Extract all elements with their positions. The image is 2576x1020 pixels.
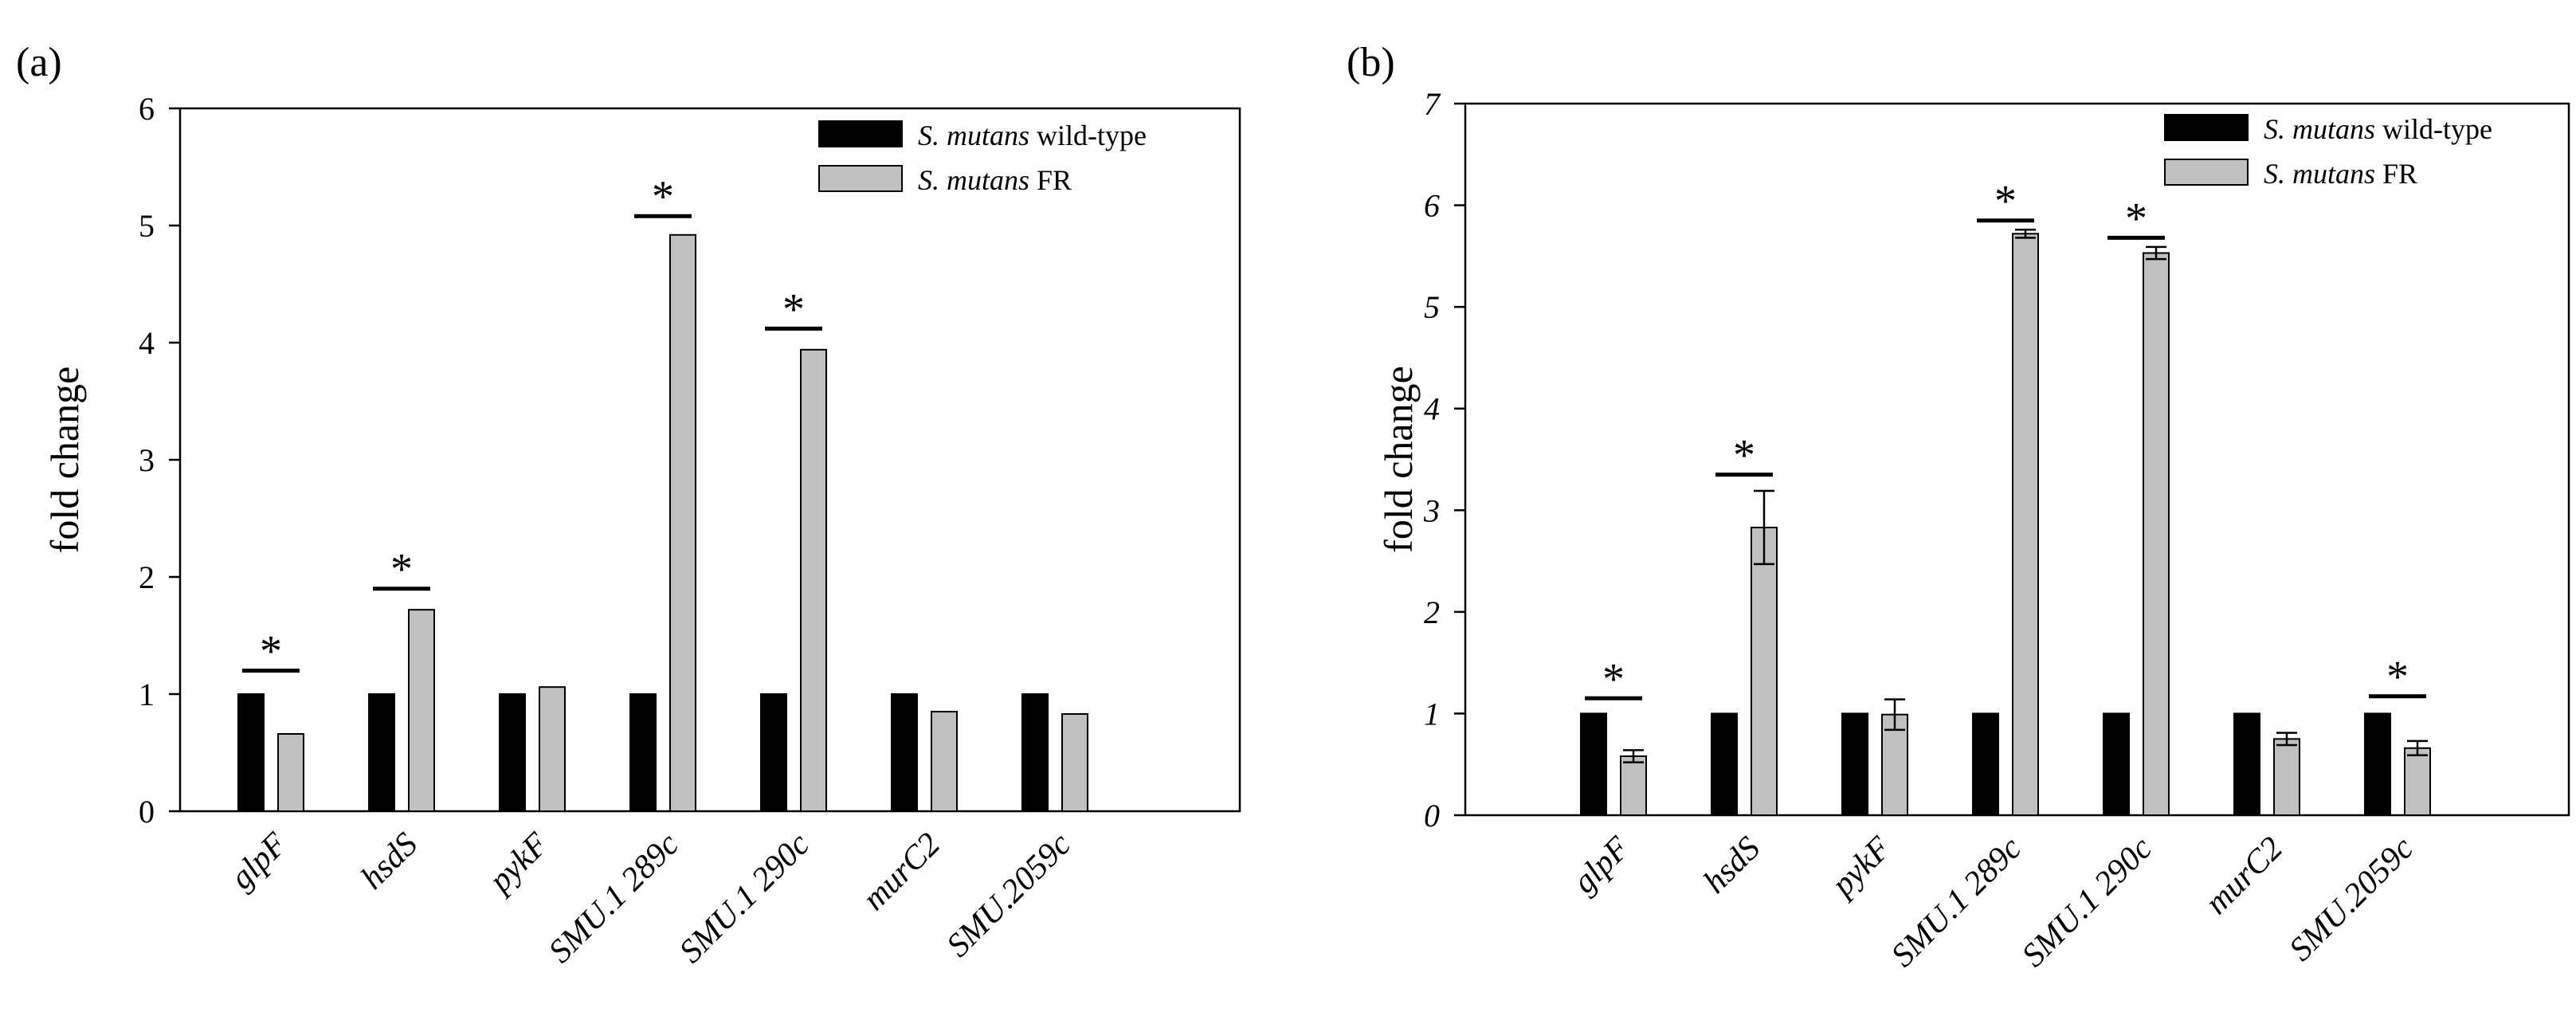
bar-wild-type	[629, 693, 657, 812]
x-tick-label: glpF	[1566, 830, 1637, 900]
bar-wild-type	[2233, 712, 2260, 817]
bar-wild-type	[1580, 712, 1607, 817]
x-tick-label: SMU.1 289c	[542, 826, 686, 970]
bar-wild-type	[1972, 712, 1999, 817]
significance-marker: *	[782, 284, 805, 334]
x-tick-label: hsdS	[1696, 830, 1767, 901]
y-tick-label: 4	[139, 325, 155, 361]
bar-wild-type	[237, 693, 265, 812]
significance-marker: *	[390, 545, 413, 594]
legend-label-fr: S. mutans FR	[918, 164, 1072, 196]
bar-wild-type	[499, 693, 526, 812]
y-tick-label: 0	[139, 794, 155, 830]
significance-marker: *	[1994, 177, 2017, 226]
bar-wild-type	[891, 693, 918, 812]
bar-fr	[1620, 755, 1647, 816]
legend-label-wild-type: S. mutans wild-type	[2264, 113, 2492, 145]
bar-fr	[1751, 526, 1778, 816]
significance-marker: *	[652, 172, 674, 222]
plot-frame	[178, 107, 1241, 813]
y-tick-label: 1	[139, 677, 155, 712]
y-tick-label: 6	[1424, 188, 1440, 224]
bar-wild-type	[760, 693, 787, 812]
y-tick-label: 2	[1424, 594, 1440, 630]
legend-label-wild-type: S. mutans wild-type	[918, 120, 1147, 151]
y-tick-label: 5	[1424, 289, 1440, 325]
y-axis-label: fold change	[1376, 366, 1421, 553]
y-tick-label: 1	[1424, 696, 1440, 732]
x-tick-label: murC2	[2198, 830, 2290, 922]
legend-swatch-fr	[818, 165, 903, 192]
legend-swatch-wild-type	[2164, 114, 2249, 141]
significance-marker: *	[1733, 431, 1755, 481]
legend-label-fr: S. mutans FR	[2264, 158, 2417, 190]
x-tick-label: pykF	[480, 826, 555, 900]
y-tick-label: 7	[1424, 86, 1441, 122]
y-tick-label: 6	[139, 91, 155, 127]
bar-fr	[2273, 738, 2300, 816]
x-tick-label: pykF	[1823, 830, 1898, 904]
panel-label: (b)	[1347, 40, 1395, 85]
y-tick-label: 0	[1424, 798, 1440, 834]
bar-wild-type	[368, 693, 395, 812]
bar-fr	[277, 732, 304, 812]
x-tick-label: glpF	[223, 826, 294, 896]
x-tick-label: murC2	[856, 826, 947, 918]
significance-marker: *	[2125, 194, 2147, 243]
y-axis-label: fold change	[42, 367, 87, 554]
legend-swatch-wild-type	[818, 120, 903, 147]
x-tick-label: SMU.1 289c	[1884, 830, 2029, 974]
bar-wild-type	[1711, 712, 1738, 817]
bar-fr	[2012, 233, 2039, 816]
bar-wild-type	[1841, 712, 1868, 817]
bar-wild-type	[1021, 693, 1049, 812]
significance-marker: *	[1602, 654, 1625, 704]
x-tick-label: hsdS	[354, 826, 425, 897]
y-tick-label: 3	[1423, 492, 1440, 528]
x-tick-label: SMU.1 290c	[2015, 830, 2159, 974]
bar-wild-type	[2364, 712, 2391, 817]
x-tick-label: SMU.2059c	[939, 826, 1078, 964]
y-tick-label: 2	[139, 559, 155, 595]
bar-fr	[539, 686, 566, 812]
bar-fr	[931, 711, 958, 812]
bar-fr	[800, 348, 827, 812]
bar-fr	[669, 233, 696, 812]
y-tick-label: 3	[139, 442, 155, 478]
bar-fr	[2143, 252, 2170, 816]
bar-fr	[2404, 747, 2431, 816]
y-tick-label: 4	[1424, 391, 1440, 427]
bar-wild-type	[2103, 712, 2130, 817]
y-tick-label: 5	[139, 208, 155, 244]
significance-marker: *	[260, 627, 282, 677]
legend-swatch-fr	[2164, 159, 2249, 186]
significance-marker: *	[2386, 653, 2409, 702]
x-tick-label: SMU.2059c	[2282, 830, 2421, 968]
x-tick-label: SMU.1 290c	[672, 826, 817, 970]
panel-label: (a)	[16, 40, 62, 85]
bar-fr	[1061, 712, 1088, 812]
bar-fr	[408, 609, 435, 812]
